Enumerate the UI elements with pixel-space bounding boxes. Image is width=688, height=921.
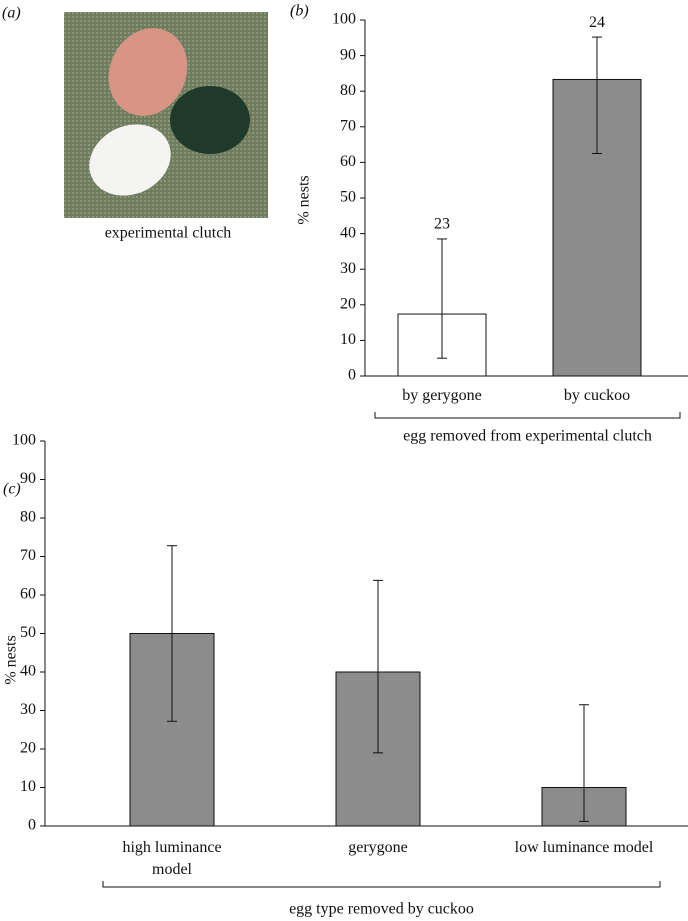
- x-tick-label: low luminance model: [514, 839, 654, 856]
- y-tick-label: 60: [20, 586, 36, 603]
- y-tick-label: 40: [20, 663, 36, 680]
- error-bar: [579, 704, 589, 822]
- photo-caption: experimental clutch: [105, 225, 232, 242]
- y-tick-label: 100: [12, 432, 36, 449]
- panel-label: (b): [290, 3, 309, 20]
- x-axis-label: egg removed from experimental clutch: [403, 428, 652, 445]
- y-axis-label: % nests: [296, 175, 313, 224]
- error-bar: [167, 545, 177, 722]
- y-tick-label: 90: [340, 46, 356, 63]
- error-bar: [437, 238, 447, 359]
- error-bar: [592, 36, 602, 154]
- y-tick-label: 60: [340, 153, 356, 170]
- y-tick-label: 10: [20, 778, 36, 795]
- y-tick-label: 40: [340, 224, 356, 241]
- panel-label: (a): [2, 5, 21, 22]
- y-tick-label: 70: [20, 547, 36, 564]
- x-tick-label: by gerygone: [402, 387, 482, 404]
- x-tick-label: gerygone: [348, 839, 408, 856]
- sample-size-label: 24: [589, 14, 605, 31]
- y-tick-label: 30: [340, 260, 356, 277]
- sample-size-label: 23: [434, 216, 450, 233]
- y-tick-label: 100: [332, 11, 356, 28]
- y-tick-label: 0: [28, 817, 36, 834]
- y-tick-label: 20: [340, 295, 356, 312]
- y-axis-label: % nests: [3, 635, 20, 684]
- x-tick-label: by cuckoo: [563, 387, 631, 404]
- y-tick-label: 50: [340, 189, 356, 206]
- y-tick-label: 0: [348, 367, 356, 384]
- error-bar: [373, 579, 383, 754]
- y-tick-label: 90: [20, 470, 36, 487]
- y-tick-label: 80: [340, 82, 356, 99]
- y-tick-label: 80: [20, 509, 36, 526]
- bracket: [374, 412, 681, 419]
- y-tick-label: 50: [20, 624, 36, 641]
- y-tick-label: 20: [20, 740, 36, 757]
- bracket: [102, 881, 661, 888]
- y-tick-label: 70: [340, 117, 356, 134]
- photo: [64, 12, 268, 218]
- x-tick-label: high luminance model: [122, 839, 222, 878]
- panel-label: (c): [3, 481, 21, 498]
- x-axis-label: egg type removed by cuckoo: [289, 901, 474, 918]
- y-tick-label: 10: [340, 331, 356, 348]
- y-tick-label: 30: [20, 701, 36, 718]
